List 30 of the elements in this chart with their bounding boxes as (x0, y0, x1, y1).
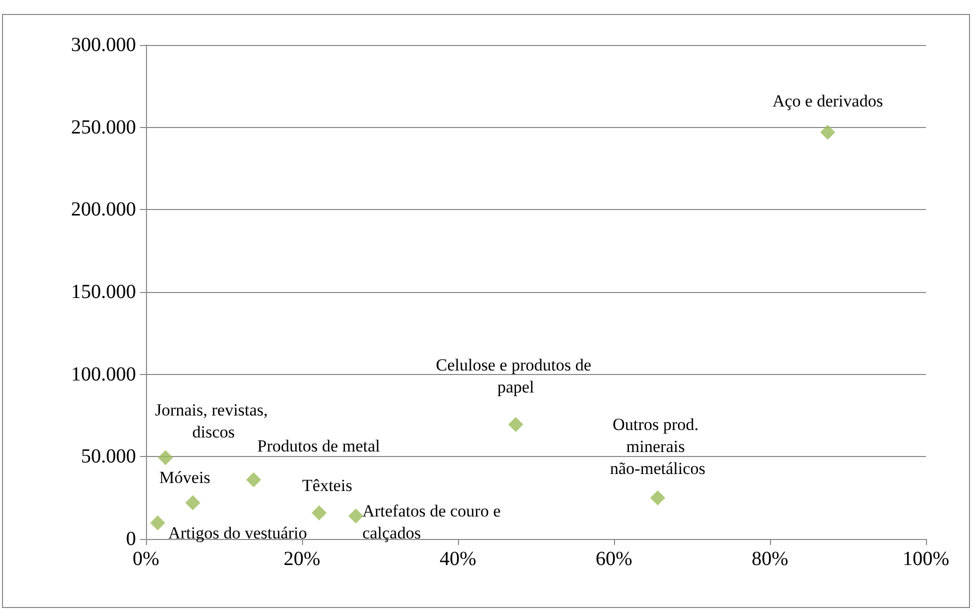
x-tick-label: 100% (902, 548, 950, 570)
point (312, 505, 327, 520)
y-tick-label: 300.000 (71, 34, 136, 56)
point (820, 124, 836, 140)
x-tick-label: 60% (596, 548, 632, 570)
annotation: Aço e derivados (772, 91, 883, 110)
annotation: Produtos de metal (257, 436, 380, 456)
x-tick-label: 20% (284, 548, 320, 570)
point (508, 417, 524, 432)
annotation: Móveis (159, 468, 210, 487)
y-tick-label: 200.000 (71, 198, 136, 221)
point (185, 495, 200, 510)
y-tick-label: 50.000 (81, 446, 136, 468)
annotation: Celulose e produtos de papel (436, 356, 596, 397)
y-tick-label: 100.000 (71, 363, 136, 386)
x-tick-label: 40% (440, 548, 476, 570)
y-tick-label: 250.000 (71, 116, 136, 138)
x-tick-label: 80% (752, 548, 788, 570)
point (348, 508, 364, 524)
annotation: Artefatos de couro e calçados (362, 501, 505, 542)
annotation: Têxteis (302, 476, 352, 495)
point (246, 472, 262, 488)
point (650, 490, 666, 506)
annotation: Outros prod. minerais não-metálicos (610, 414, 706, 478)
point (150, 515, 166, 530)
annotation: Artigos do vestuário (168, 523, 308, 542)
point (158, 450, 173, 466)
y-tick-label: 150.000 (71, 281, 136, 303)
y-tick-label: 0 (126, 528, 136, 550)
x-tick-label: 0% (132, 548, 160, 570)
